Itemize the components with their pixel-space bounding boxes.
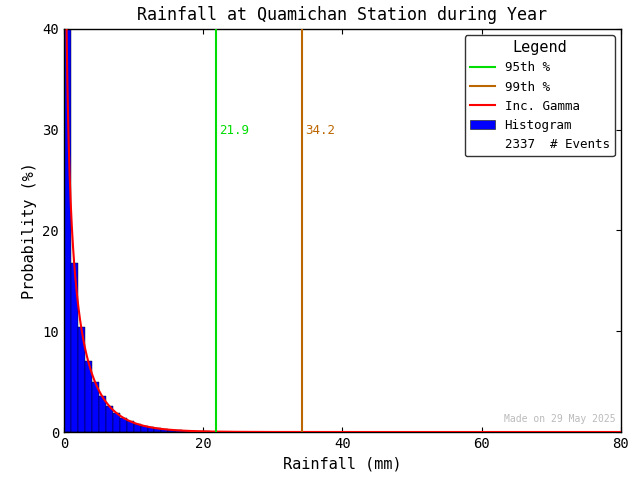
Bar bbox=[92, 383, 99, 432]
Bar bbox=[161, 429, 168, 432]
Bar bbox=[64, 0, 71, 432]
Inc. Gamma bbox=[504, 429, 512, 435]
Bar bbox=[154, 429, 161, 432]
Inc. Gamma bbox=[617, 429, 625, 435]
Line: Inc. Gamma: Inc. Gamma bbox=[64, 0, 621, 432]
Inc. Gamma bbox=[442, 429, 450, 435]
Bar bbox=[189, 431, 196, 432]
Bar bbox=[78, 327, 85, 432]
Bar bbox=[99, 396, 106, 432]
Bar bbox=[134, 424, 141, 432]
Bar bbox=[147, 427, 154, 432]
Text: Made on 29 May 2025: Made on 29 May 2025 bbox=[504, 414, 615, 424]
Inc. Gamma bbox=[285, 429, 293, 435]
Bar bbox=[168, 430, 175, 432]
Bar bbox=[127, 421, 134, 432]
95th % bbox=[212, 419, 220, 425]
Inc. Gamma bbox=[305, 429, 313, 435]
Bar bbox=[106, 406, 113, 432]
Title: Rainfall at Quamichan Station during Year: Rainfall at Quamichan Station during Yea… bbox=[138, 6, 547, 24]
Bar bbox=[113, 413, 120, 432]
Legend: 95th %, 99th %, Inc. Gamma, Histogram, 2337  # Events: 95th %, 99th %, Inc. Gamma, Histogram, 2… bbox=[465, 35, 614, 156]
99th % bbox=[298, 429, 306, 435]
Text: 34.2: 34.2 bbox=[305, 124, 335, 137]
Y-axis label: Probability (%): Probability (%) bbox=[22, 162, 37, 299]
Text: 21.9: 21.9 bbox=[220, 124, 249, 137]
X-axis label: Rainfall (mm): Rainfall (mm) bbox=[283, 456, 402, 471]
Inc. Gamma bbox=[494, 429, 502, 435]
Bar bbox=[120, 418, 127, 432]
Bar bbox=[175, 431, 182, 432]
Inc. Gamma bbox=[117, 413, 125, 419]
99th % bbox=[298, 419, 306, 425]
Bar bbox=[85, 361, 92, 432]
95th % bbox=[212, 429, 220, 435]
Bar bbox=[182, 431, 189, 432]
Bar bbox=[71, 264, 78, 432]
Bar bbox=[141, 426, 148, 432]
